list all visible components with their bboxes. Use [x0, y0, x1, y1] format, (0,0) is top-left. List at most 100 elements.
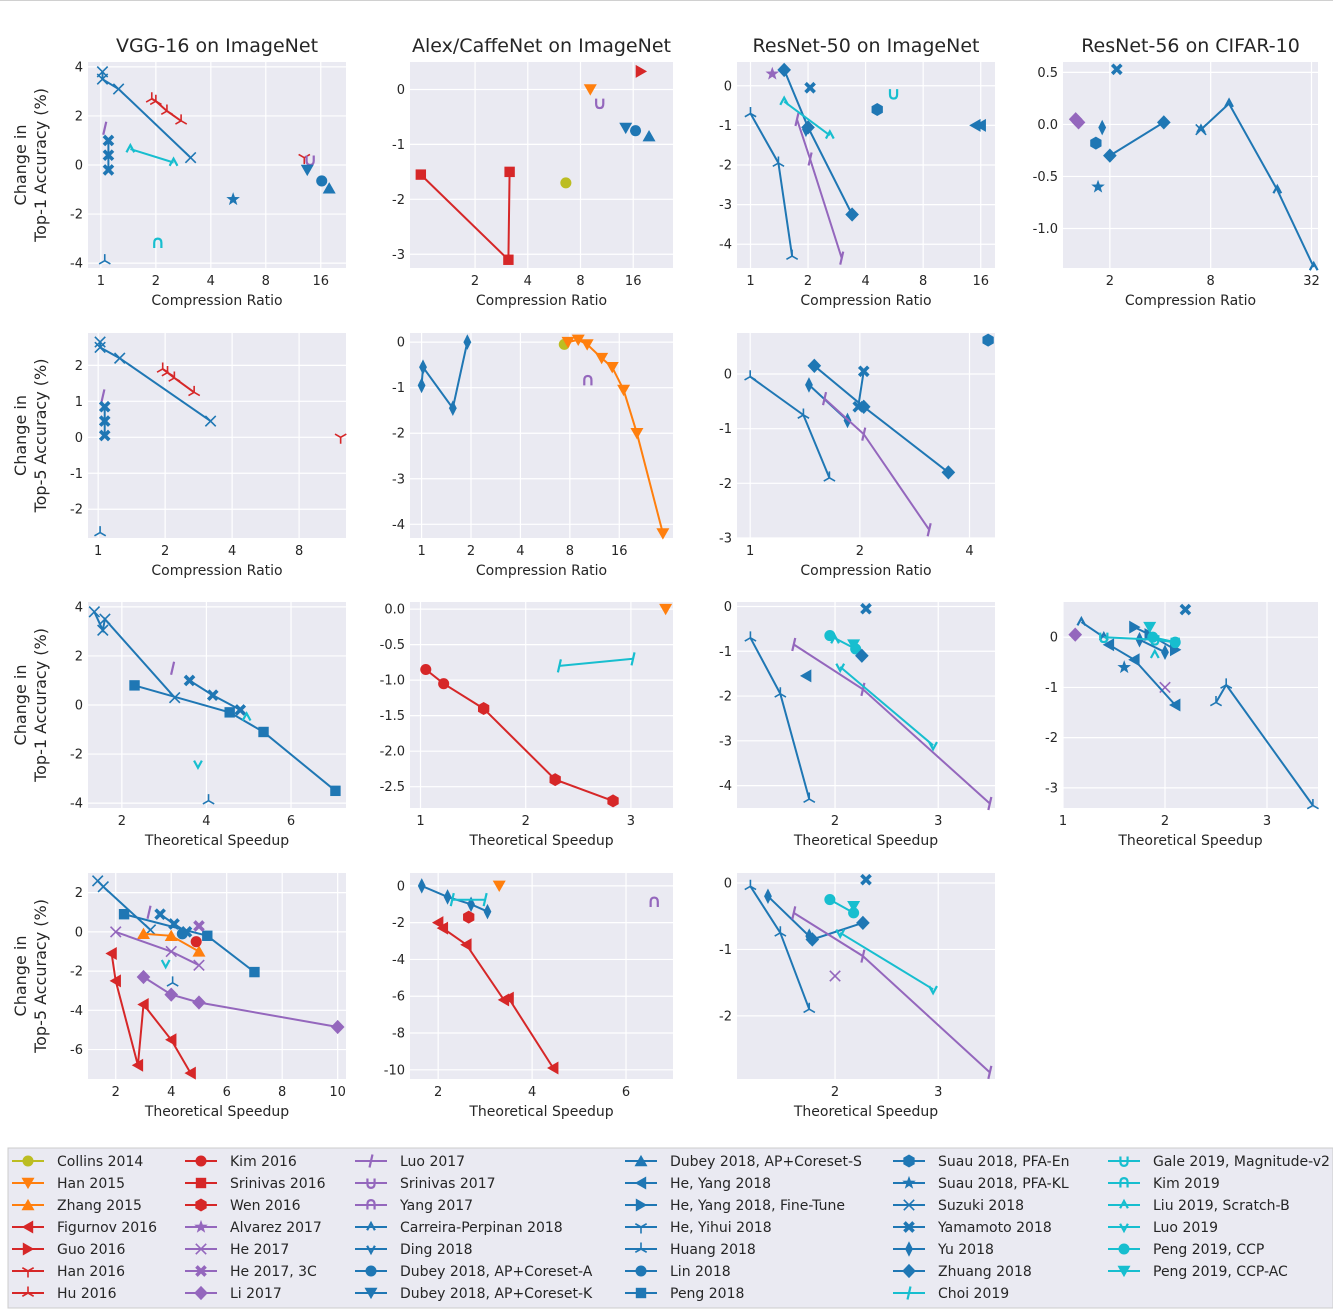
legend-item-kim-2019: Kim 2019	[1108, 1176, 1220, 1192]
point-zhuang-2018	[845, 207, 859, 222]
point-yu-2018	[1098, 119, 1107, 136]
legend-label: Huang 2018	[670, 1242, 756, 1258]
series-line-yu-2018	[767, 895, 810, 937]
x-tick-label: 4	[516, 544, 524, 559]
x-tick-label: 10	[329, 1085, 346, 1100]
point-huang-2018	[797, 408, 810, 419]
y-tick-label: 0	[75, 159, 83, 174]
legend-label: Suau 2018, PFA-En	[938, 1154, 1069, 1170]
point-yamamoto-2018	[102, 164, 115, 176]
x-tick-label: 1	[1059, 814, 1067, 829]
x-tick-label: 2	[1161, 814, 1169, 829]
legend-label: Alvarez 2017	[230, 1220, 322, 1236]
point-figurnov-2016	[165, 1033, 177, 1047]
y-tick-label: -2.0	[380, 745, 405, 760]
point-suzuki-2018	[96, 73, 109, 85]
plot-area	[1063, 62, 1318, 268]
point-dubey-2018-ap-coreset-s	[322, 182, 336, 194]
point-li-2017	[192, 995, 206, 1010]
x-tick-label: 2	[118, 814, 126, 829]
y-tick-label: -6	[392, 990, 405, 1005]
point-li-2017	[330, 1019, 345, 1035]
legend-marker	[364, 1287, 378, 1300]
point-choi-2019	[482, 892, 488, 907]
point-hu-2016	[161, 366, 174, 377]
y-tick-label: 0	[1050, 631, 1058, 646]
legend-item-choi-2019: Choi 2019	[893, 1286, 1009, 1302]
y-tick-label: 0	[724, 79, 732, 94]
point-wen-2016	[477, 702, 490, 716]
point-luo-2017	[807, 152, 813, 166]
point-peng-2019-ccp-ac	[847, 639, 861, 651]
legend-item-peng-2019-ccp: Peng 2019, CCP	[1108, 1242, 1264, 1258]
series-group	[96, 66, 336, 265]
y-tick-label: -1.5	[380, 709, 405, 724]
series-group	[415, 64, 656, 265]
point-zhuang-2018	[855, 648, 869, 663]
legend-marker	[21, 1177, 35, 1190]
y-tick-label: 0	[75, 431, 83, 446]
legend-marker	[1119, 1156, 1129, 1167]
point-huang-2018	[1209, 695, 1223, 707]
point-li-2017	[136, 969, 151, 985]
x-axis-label: Compression Ratio	[1125, 293, 1256, 309]
point-peng-2018	[118, 909, 130, 920]
point-zhang-2015	[136, 927, 150, 940]
point-han-2015	[583, 84, 597, 96]
point-he-yang-2018-fine-tune	[1129, 620, 1141, 634]
point-hu-2016	[188, 385, 201, 397]
legend-label: Carreira-Perpinan 2018	[400, 1220, 563, 1236]
x-tick-label: 3	[934, 814, 942, 829]
point-choi-2019	[449, 892, 455, 907]
point-zhuang-2018	[856, 915, 870, 930]
y-tick-label: -1	[719, 119, 732, 134]
legend-label: Lin 2018	[670, 1264, 731, 1280]
legend-item-he-yihui-2018: He, Yihui 2018	[625, 1220, 772, 1236]
legend-marker	[1119, 1198, 1129, 1209]
legend-marker	[1119, 1223, 1129, 1234]
x-tick-label: 2	[434, 1085, 442, 1100]
legend-label: He, Yang 2018, Fine-Tune	[670, 1198, 845, 1214]
point-peng-2019-ccp	[1147, 631, 1159, 643]
legend-item-kim-2016: Kim 2016	[185, 1154, 297, 1170]
y-tick-label: -1	[719, 422, 732, 437]
legend-item-suau-2018-pfa-en: Suau 2018, PFA-En	[893, 1154, 1069, 1170]
legend-item-huang-2018: Huang 2018	[625, 1242, 756, 1258]
series-group	[94, 336, 347, 537]
legend-label: Luo 2017	[400, 1154, 465, 1170]
legend-item-ding-2018: Ding 2018	[355, 1242, 473, 1258]
point-peng-2019-ccp	[1169, 636, 1181, 648]
point-suzuki-2018	[204, 415, 217, 427]
legend-marker	[21, 1267, 35, 1278]
point-han-2015	[659, 603, 673, 616]
legend-marker	[903, 1154, 915, 1168]
y-tick-label: -6	[70, 1043, 83, 1058]
legend-item-luo-2017: Luo 2017	[355, 1154, 465, 1170]
y-tick-label: -3	[719, 198, 732, 213]
plot-area	[410, 62, 673, 268]
point-huang-2018	[744, 107, 757, 118]
point-han-2015	[561, 336, 575, 349]
legend-item-he-2017-3c: He 2017, 3C	[185, 1264, 317, 1280]
x-tick-label: 6	[287, 814, 295, 829]
x-tick-label: 2	[856, 544, 864, 559]
y-tick-label: -1	[719, 943, 732, 958]
point-luo-2017	[170, 661, 176, 675]
legend-label: Han 2016	[57, 1264, 125, 1280]
y-tick-label: -1	[719, 645, 732, 660]
y-tick-label: 0	[75, 699, 83, 714]
y-tick-label: 0	[724, 876, 732, 891]
x-tick-label: 4	[528, 1085, 536, 1100]
legend-item-yamamoto-2018: Yamamoto 2018	[893, 1220, 1052, 1236]
x-tick-label: 2	[471, 274, 479, 289]
point-srinivas-2017	[595, 98, 605, 110]
y-tick-label: -4	[719, 779, 732, 794]
y-tick-label: -4	[719, 238, 732, 253]
point-alvarez-2017	[765, 66, 780, 80]
y-tick-label: -2	[392, 916, 405, 931]
x-axis-label: Compression Ratio	[476, 563, 607, 579]
point-zhuang-2018	[805, 932, 820, 947]
point-figurnov-2016	[460, 938, 472, 952]
point-figurnov-2016	[432, 916, 444, 930]
